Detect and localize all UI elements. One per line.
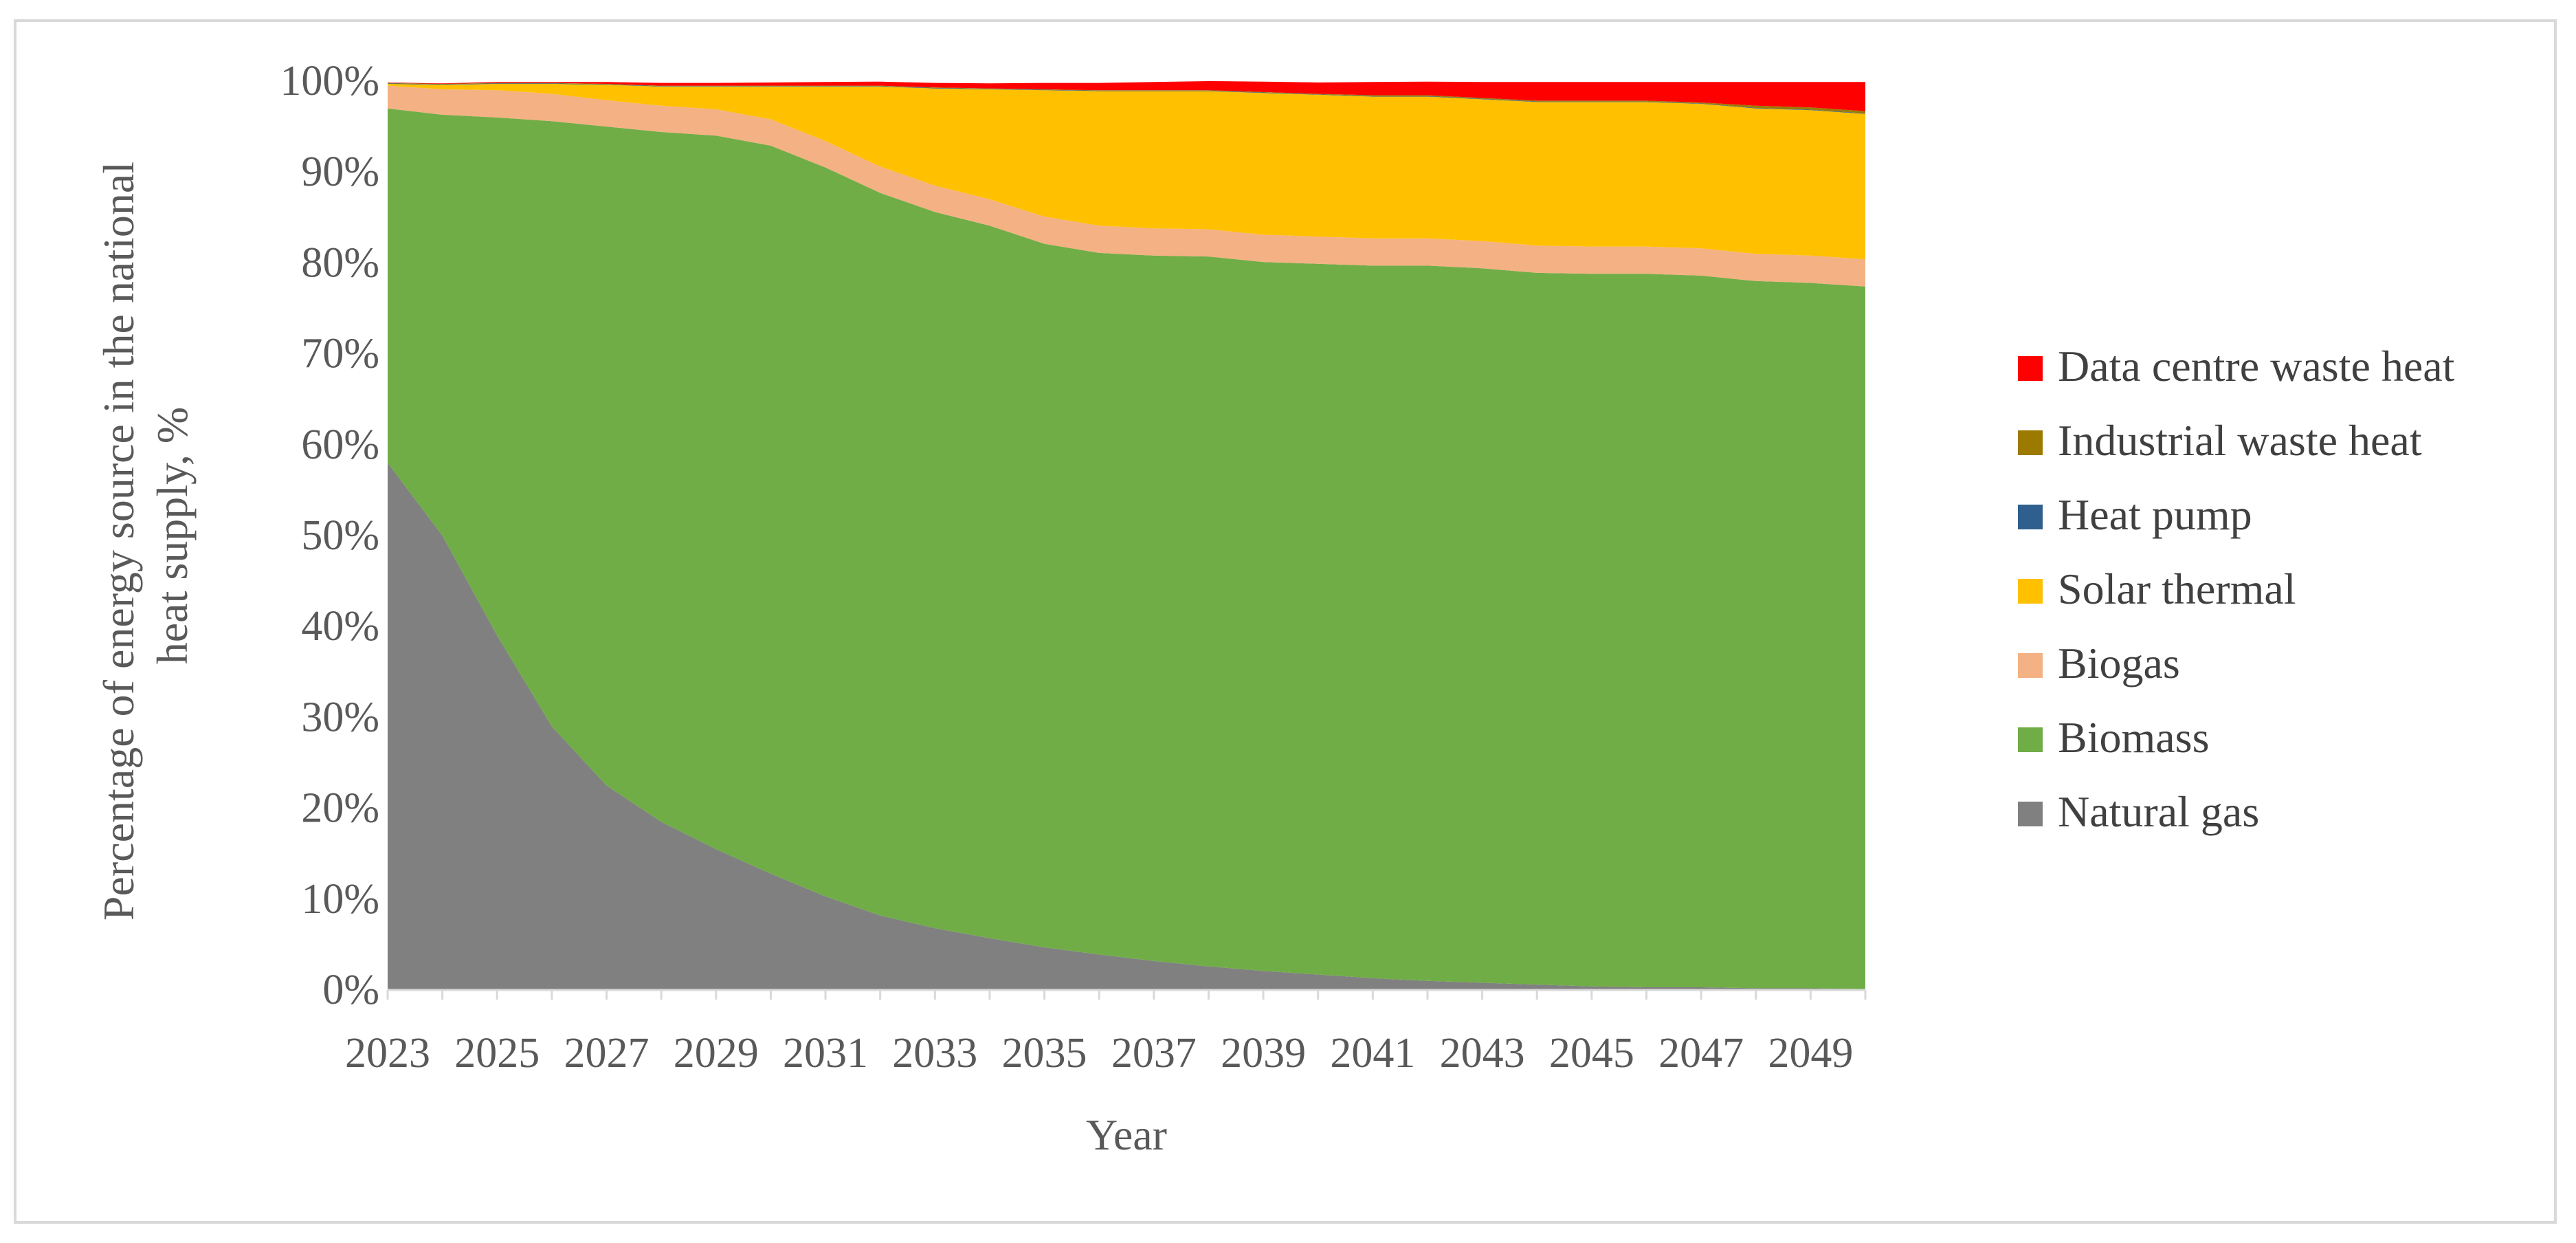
area-data-centre-waste-heat — [388, 81, 1865, 111]
y-tick-label: 80% — [301, 239, 379, 286]
chart-frame: 0% 10% 20% 30% 40% 50% 60% 70% 80% 90% 100% 2023 20… — [14, 19, 2557, 1224]
x-tick-label: 2031 — [783, 1030, 868, 1077]
legend-swatch — [2018, 356, 2043, 381]
y-tick-label: 20% — [301, 785, 379, 832]
area-biogas — [388, 85, 1865, 287]
legend-swatch — [2018, 727, 2043, 752]
x-tick-label: 2029 — [674, 1030, 759, 1077]
legend-label: Solar thermal — [2058, 564, 2296, 613]
legend-label: Industrial waste heat — [2058, 416, 2422, 465]
y-tick-label: 100% — [280, 58, 379, 104]
legend-swatch — [2018, 653, 2043, 678]
stacked-area-chart: 0%10%20%30%40%50%60%70%80%90%100% 2023 20… — [94, 58, 2455, 1159]
x-tick-label: 2047 — [1658, 1030, 1744, 1077]
x-tick-label: 2041 — [1330, 1030, 1415, 1077]
x-tick-labels: 2023 2025 2027 2029 2031 2033 2035 2037 2039 2041… — [345, 1030, 1853, 1077]
x-tick-label: 2033 — [892, 1030, 977, 1077]
x-tick-label: 2027 — [564, 1030, 649, 1077]
legend-label: Heat pump — [2058, 490, 2252, 539]
y-tick-label: 50% — [301, 512, 379, 559]
legend-swatch — [2018, 505, 2043, 529]
x-tick-label: 2043 — [1440, 1030, 1525, 1077]
legend-swatch — [2018, 579, 2043, 604]
x-tick-label: 2045 — [1549, 1030, 1634, 1077]
y-tick-label: 30% — [301, 694, 379, 740]
x-tick-label: 2025 — [454, 1030, 540, 1077]
y-axis-title: Percentage of energy source in the natio… — [94, 151, 197, 921]
x-tick-label: 2049 — [1768, 1030, 1853, 1077]
y-axis-title-line-2: heat supply, % — [148, 407, 197, 664]
x-axis-title: Year — [1086, 1110, 1167, 1159]
x-tick-label: 2023 — [345, 1030, 430, 1077]
y-tick-label: 0% — [322, 967, 379, 1013]
y-tick-label: 90% — [301, 148, 379, 195]
area-solar-thermal — [388, 84, 1865, 260]
x-tick-label: 2035 — [1002, 1030, 1087, 1077]
legend-label: Biogas — [2058, 639, 2180, 688]
y-axis-title-line-1: Percentage of energy source in the natio… — [94, 162, 143, 921]
legend: Data centre waste heat Industrial waste h… — [2018, 342, 2455, 836]
legend-swatch — [2018, 802, 2043, 826]
plot-areas — [388, 81, 1865, 990]
x-tick-label: 2039 — [1221, 1030, 1306, 1077]
x-tick-label: 2037 — [1111, 1030, 1197, 1077]
legend-swatch — [2018, 430, 2043, 455]
area-biomass — [388, 108, 1865, 989]
axes — [386, 989, 1867, 1000]
y-tick-labels: 0% 10% 20% 30% 40% 50% 60% 70% 80% 90% 100% — [280, 58, 379, 1013]
y-tick-label: 40% — [301, 603, 379, 650]
y-tick-label: 60% — [301, 421, 379, 468]
area-natural-gas — [388, 463, 1865, 990]
legend-label: Data centre waste heat — [2058, 342, 2455, 390]
legend-label: Biomass — [2058, 713, 2209, 762]
y-tick-label: 70% — [301, 331, 379, 377]
legend-label: Natural gas — [2058, 787, 2259, 836]
y-tick-label: 10% — [301, 876, 379, 923]
